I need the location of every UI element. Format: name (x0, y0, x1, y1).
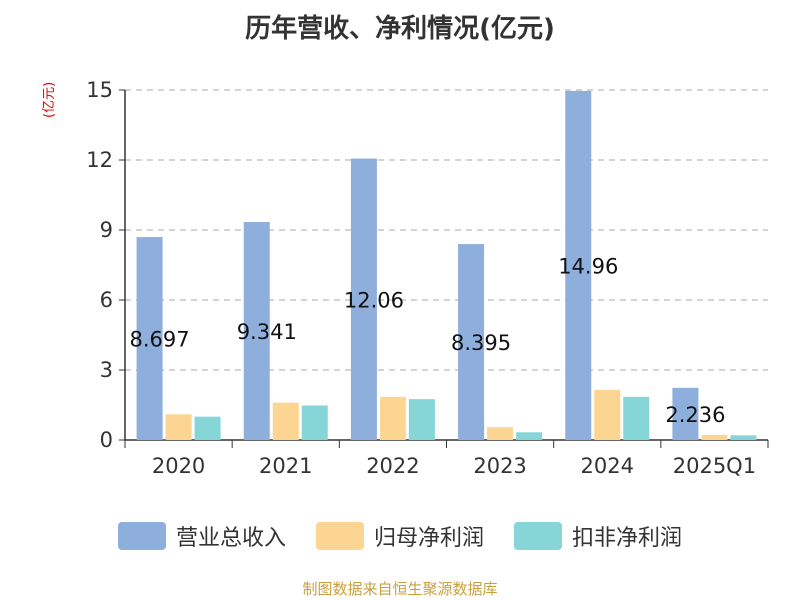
legend-swatch-deducted-net-profit (514, 522, 562, 550)
bar-net-profit (487, 427, 514, 440)
bar-deducted-net-profit (408, 399, 435, 440)
data-label-revenue: 8.395 (451, 331, 511, 355)
x-tick-label: 2025Q1 (673, 454, 756, 478)
bar-net-profit (379, 396, 406, 440)
y-tick-label: 6 (100, 288, 113, 312)
bar-net-profit (594, 389, 621, 440)
bar-deducted-net-profit (301, 405, 328, 440)
data-label-revenue: 2.236 (665, 403, 725, 427)
bar-revenue (458, 244, 485, 440)
data-label-revenue: 14.96 (558, 254, 618, 278)
data-label-revenue: 9.341 (237, 320, 297, 344)
bar-deducted-net-profit (516, 432, 543, 440)
legend-swatch-revenue (117, 522, 166, 550)
data-source-note: 制图数据来自恒生聚源数据库 (302, 580, 498, 598)
y-tick-label: 3 (100, 358, 113, 382)
bar-deducted-net-profit (730, 435, 757, 440)
bar-revenue (243, 222, 270, 440)
x-tick-label: 2023 (473, 454, 526, 478)
legend: 营业总收入 归母净利润 扣非净利润 (0, 520, 800, 552)
legend-item-revenue[interactable]: 营业总收入 (117, 520, 286, 552)
bar-net-profit (165, 414, 192, 440)
y-tick-label: 0 (100, 428, 113, 452)
y-tick-label: 15 (86, 78, 113, 102)
legend-item-deducted-net-profit[interactable]: 扣非净利润 (514, 520, 682, 552)
bar-net-profit (701, 434, 728, 440)
x-tick-label: 2024 (581, 454, 634, 478)
x-tick-label: 2021 (259, 454, 312, 478)
legend-label-net-profit: 归母净利润 (373, 526, 484, 551)
bar-deducted-net-profit (194, 416, 221, 440)
data-label-revenue: 8.697 (130, 328, 190, 352)
legend-label-revenue: 营业总收入 (175, 526, 286, 551)
bar-revenue (565, 90, 592, 440)
y-tick-label: 9 (100, 218, 113, 242)
x-tick-label: 2020 (152, 454, 205, 478)
data-label-revenue: 12.06 (344, 288, 404, 312)
bar-deducted-net-profit (623, 396, 650, 440)
bar-revenue (136, 237, 163, 440)
legend-item-net-profit[interactable]: 归母净利润 (315, 520, 484, 552)
x-tick-label: 2022 (366, 454, 419, 478)
legend-swatch-net-profit (315, 522, 364, 550)
legend-label-deducted-net-profit: 扣非净利润 (572, 526, 683, 551)
bar-net-profit (272, 402, 299, 440)
chart-title: 历年营收、净利情况(亿元) (245, 14, 555, 44)
y-tick-label: 12 (86, 148, 113, 172)
bar-revenue (672, 387, 699, 440)
bar-revenue (350, 158, 377, 440)
